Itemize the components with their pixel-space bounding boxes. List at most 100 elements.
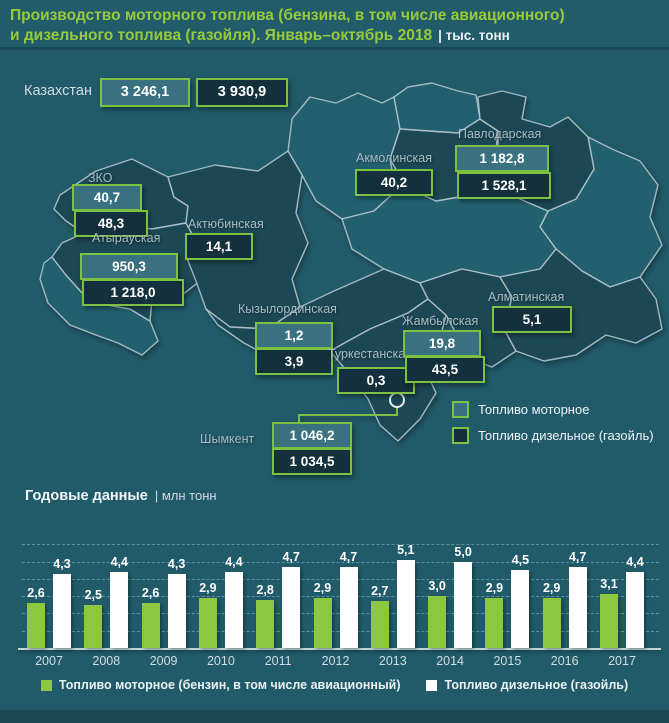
motor-bar-value: 2,8 [256, 582, 274, 597]
bar-group: 2,9 4,7 2016 [542, 480, 587, 668]
country-label: Казахстан [24, 83, 92, 99]
diesel-bar [454, 561, 473, 648]
region-diesel-value: 1 528,1 [457, 172, 551, 199]
motor-bar [84, 604, 103, 648]
bar-group: 2,6 4,3 2007 [27, 480, 71, 668]
title-bar: Производство моторного топлива (бензина,… [0, 0, 669, 50]
year-label: 2011 [264, 654, 292, 668]
bar-group: 3,0 5,0 2014 [428, 480, 473, 668]
year-label: 2017 [608, 654, 636, 668]
diesel-bar [339, 566, 358, 648]
motor-bar [370, 601, 389, 648]
region-diesel-value: 3,9 [255, 348, 333, 375]
motor-bar [485, 597, 504, 648]
gridline [22, 561, 659, 563]
region-label: Шымкент [200, 432, 255, 446]
diesel-bar-swatch-icon [426, 679, 438, 691]
chart-legend-item-motor: Топливо моторное (бензин, в том числе ав… [40, 678, 401, 692]
year-label: 2016 [550, 654, 579, 668]
motor-bar [141, 603, 160, 648]
title-line-2-text: и дизельного топлива (газойля). Январь–о… [10, 27, 433, 44]
bar-chart-plot: 2,6 4,3 2007 2,5 4,4 2008 2,6 4,3 2009 2,9 4,4 2010… [0, 480, 669, 723]
motor-bar-value: 2,7 [371, 584, 389, 599]
region-motor-value: 1 182,8 [455, 145, 549, 172]
region-motor-value: 1,2 [255, 322, 333, 349]
region-diesel-value: 43,5 [405, 356, 485, 383]
region-diesel-value: 1 218,0 [82, 279, 184, 306]
region-diesel-value: 5,1 [492, 306, 572, 333]
bar-group: 2,9 4,4 2010 [198, 480, 243, 668]
motor-bar [27, 603, 45, 648]
chart-heading-text: Годовые данные [25, 488, 148, 504]
diesel-bar [282, 566, 301, 648]
region-diesel-value: 40,2 [355, 169, 433, 196]
motor-bar-value: 3,0 [428, 579, 446, 594]
motor-bar [428, 596, 447, 648]
motor-bar-value: 2,6 [141, 586, 160, 601]
motor-bar-value: 2,5 [84, 587, 102, 602]
x-axis-line [18, 648, 661, 650]
region-diesel-value: 1 034,5 [272, 448, 352, 475]
diesel-bar [568, 566, 587, 648]
year-label: 2007 [35, 654, 63, 668]
diesel-bar-value: 4,4 [225, 554, 243, 569]
region-label: Кызылординская [238, 302, 337, 316]
country-diesel-value: 3 930,9 [196, 78, 288, 107]
region-diesel-value: 14,1 [185, 233, 253, 260]
kazakhstan-map: Казахстан 3 246,1 3 930,9 ЗКО 40,7 48,3 Аты… [0, 53, 669, 480]
region-shape-sko [393, 82, 481, 134]
shymkent-leader-line [298, 407, 398, 422]
motor-bar-value: 2,6 [27, 586, 45, 601]
shymkent-city-marker [389, 392, 405, 408]
diesel-bar [167, 573, 186, 648]
diesel-bar-value: 4,4 [626, 554, 644, 569]
diesel-bar-value: 4,7 [568, 549, 587, 564]
region-label: ЗКО [88, 171, 113, 185]
region-label: Атырауская [92, 231, 161, 245]
diesel-bar-value: 4,3 [53, 556, 71, 571]
motor-swatch-icon [452, 401, 469, 418]
region-motor-value: 950,3 [80, 253, 178, 280]
chart-legend-label: Топливо моторное (бензин, в том числе ав… [58, 678, 401, 692]
map-legend-label: Топливо дизельное (газойль) [478, 428, 654, 443]
region-label: Жамбылская [402, 314, 479, 328]
diesel-bar-value: 5,1 [397, 542, 415, 557]
bottom-strip [0, 710, 669, 723]
bar-group: 2,6 4,3 2009 [141, 480, 186, 668]
annual-chart-section: Годовые данные | млн тонн 2,6 4,3 2007 2,5 4,… [0, 480, 669, 723]
region-motor-value: 1 046,2 [272, 422, 352, 449]
diesel-bar [396, 559, 415, 648]
diesel-bar [110, 571, 129, 648]
year-label: 2013 [378, 654, 407, 668]
country-motor-value: 3 246,1 [100, 78, 190, 107]
motor-bar-swatch-icon [40, 679, 52, 691]
diesel-bar [511, 570, 530, 648]
diesel-bar-value: 5,0 [454, 544, 472, 559]
diesel-bar [53, 573, 71, 648]
diesel-bar [626, 571, 644, 648]
bar-group: 2,9 4,7 2012 [313, 480, 358, 668]
title-unit: | тыс. тонн [438, 28, 510, 43]
region-motor-value: 40,7 [72, 184, 142, 211]
region-diesel-value: 48,3 [74, 210, 148, 237]
motor-bar-value: 2,9 [313, 580, 332, 595]
bar-group: 3,1 4,4 2017 [600, 480, 644, 668]
gridline [22, 544, 659, 546]
title-line-1: Производство моторного топлива (бензина,… [10, 7, 565, 24]
diesel-bar-value: 4,4 [110, 554, 128, 569]
diesel-bar-value: 4,3 [167, 556, 186, 571]
diesel-bar-value: 4,7 [339, 549, 358, 564]
region-label: Туркестанская [328, 347, 412, 361]
bar-group: 2,8 4,7 2011 [256, 480, 301, 668]
year-label: 2010 [206, 654, 235, 668]
motor-bar-value: 2,9 [199, 580, 217, 595]
region-motor-value: 19,8 [403, 330, 481, 357]
bar-group: 2,9 4,5 2015 [485, 480, 530, 668]
region-shape-almaty [499, 248, 663, 362]
diesel-bar-value: 4,7 [282, 549, 300, 564]
map-legend-label: Топливо моторное [478, 402, 590, 417]
year-label: 2015 [493, 654, 522, 668]
chart-heading: Годовые данные | млн тонн [25, 488, 217, 504]
motor-bar [313, 597, 332, 648]
